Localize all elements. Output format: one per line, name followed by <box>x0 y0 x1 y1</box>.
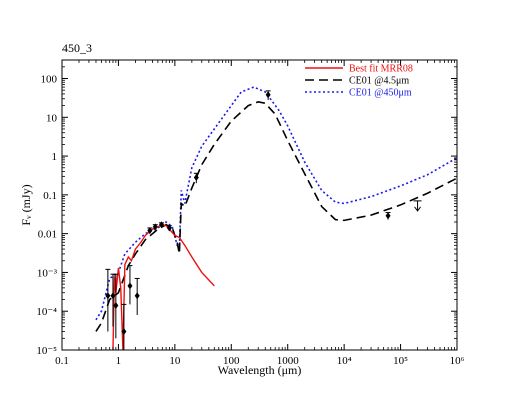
data-point <box>105 292 111 300</box>
data-point <box>193 174 199 182</box>
y-tick-label: 0.1 <box>43 190 57 202</box>
axis-ticks: 0.1 1 10 100 1000 10⁴ 10⁵ 10⁶ 10⁻⁵ 10⁻⁴ 10⁻³ 0.01 0.… <box>36 59 465 367</box>
x-tick-label: 10⁵ <box>393 355 408 367</box>
y-tick-label: 10⁻³ <box>37 267 58 279</box>
data-point <box>121 327 127 335</box>
x-tick-label: 1 <box>116 355 122 367</box>
y-tick-label: 1 <box>52 151 58 163</box>
data-point <box>152 223 158 231</box>
x-tick-label: 100 <box>223 355 240 367</box>
data-point <box>265 91 271 99</box>
legend-label-2: CE01 @450μm <box>349 88 412 99</box>
chart-title: 450_3 <box>62 41 92 55</box>
data-point <box>127 282 133 290</box>
data-point <box>110 292 116 300</box>
y-axis-title: Fᵥ (mJy) <box>19 184 33 225</box>
y-tick-label: 10 <box>46 112 58 124</box>
series-line-0 <box>112 223 215 350</box>
y-tick-label: 0.01 <box>38 229 57 241</box>
legend-label-0: Best fit MRR08 <box>349 64 413 75</box>
upper-limit-arrow <box>414 206 421 212</box>
model-curves <box>95 86 457 350</box>
legend-label-1: CE01 @4.5μm <box>349 76 409 87</box>
y-tick-label: 10⁻⁵ <box>36 345 57 357</box>
x-tick-label: 10⁴ <box>337 355 352 367</box>
y-tick-label: 10⁻⁴ <box>36 306 57 318</box>
y-tick-label: 100 <box>41 74 58 86</box>
data-point <box>166 224 172 232</box>
x-tick-label: 10⁶ <box>450 355 465 367</box>
x-tick-label: 10 <box>169 355 181 367</box>
data-point <box>147 227 153 235</box>
data-point <box>159 221 165 229</box>
data-point <box>134 292 140 300</box>
data-point <box>385 212 391 220</box>
series-line-1 <box>95 101 457 332</box>
data-point <box>113 302 119 310</box>
x-axis-title: Wavelength (μm) <box>218 363 302 377</box>
plot-frame <box>61 59 458 351</box>
observations <box>105 90 422 350</box>
x-tick-label: 0.1 <box>55 355 69 367</box>
x-tick-label: 1000 <box>277 355 300 367</box>
